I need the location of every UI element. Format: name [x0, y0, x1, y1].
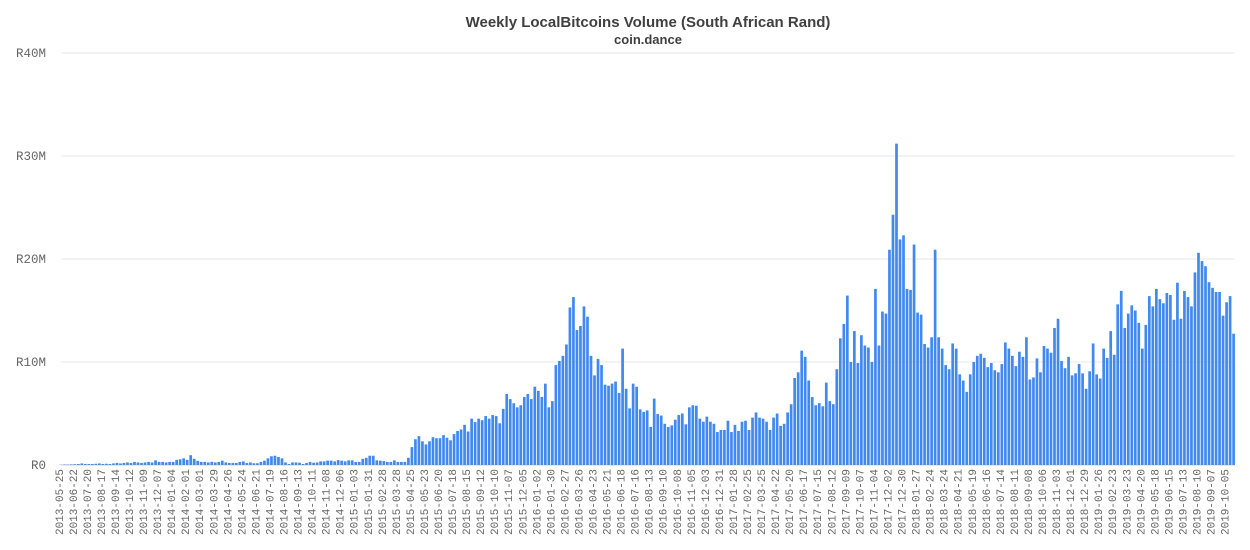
svg-text:2014-01-04: 2014-01-04	[167, 469, 179, 535]
svg-text:2019-05-18: 2019-05-18	[1150, 469, 1162, 535]
svg-text:2013-12-07: 2013-12-07	[153, 469, 165, 535]
svg-text:2019-04-20: 2019-04-20	[1136, 469, 1148, 535]
svg-text:2016-02-27: 2016-02-27	[560, 469, 572, 535]
svg-text:2014-11-08: 2014-11-08	[322, 469, 334, 535]
svg-text:2015-12-05: 2015-12-05	[518, 469, 530, 535]
svg-text:2016-07-16: 2016-07-16	[631, 469, 643, 535]
svg-text:2013-09-14: 2013-09-14	[111, 469, 123, 535]
svg-text:2018-12-01: 2018-12-01	[1066, 469, 1078, 535]
svg-text:2015-06-20: 2015-06-20	[434, 469, 446, 535]
svg-text:2017-07-15: 2017-07-15	[813, 469, 825, 535]
svg-text:2016-10-08: 2016-10-08	[673, 469, 685, 535]
svg-text:2014-06-21: 2014-06-21	[251, 469, 263, 535]
svg-text:2013-08-17: 2013-08-17	[97, 469, 109, 535]
svg-text:2018-11-03: 2018-11-03	[1052, 469, 1064, 535]
svg-text:R10M: R10M	[16, 356, 46, 370]
svg-text:2014-03-01: 2014-03-01	[195, 469, 207, 535]
svg-text:2015-02-28: 2015-02-28	[378, 469, 390, 535]
svg-text:2019-07-13: 2019-07-13	[1178, 469, 1190, 535]
svg-text:2017-12-02: 2017-12-02	[883, 469, 895, 535]
svg-text:R20M: R20M	[16, 253, 46, 267]
svg-text:2015-10-10: 2015-10-10	[490, 469, 502, 535]
svg-text:R40M: R40M	[16, 47, 46, 61]
svg-text:2015-09-12: 2015-09-12	[476, 469, 488, 535]
svg-text:2013-06-22: 2013-06-22	[69, 469, 81, 535]
svg-text:2017-02-25: 2017-02-25	[743, 469, 755, 535]
svg-text:2016-01-02: 2016-01-02	[532, 469, 544, 535]
svg-text:2018-04-21: 2018-04-21	[954, 469, 966, 535]
svg-text:2019-06-15: 2019-06-15	[1164, 469, 1176, 535]
svg-text:2018-03-24: 2018-03-24	[940, 469, 952, 535]
svg-text:2014-05-24: 2014-05-24	[237, 469, 249, 535]
svg-text:2018-10-06: 2018-10-06	[1038, 469, 1050, 535]
svg-text:2017-01-28: 2017-01-28	[729, 469, 741, 535]
svg-text:2018-12-29: 2018-12-29	[1080, 469, 1092, 535]
svg-text:2013-05-25: 2013-05-25	[55, 469, 67, 535]
svg-text:2015-03-28: 2015-03-28	[392, 469, 404, 535]
svg-text:2014-07-19: 2014-07-19	[265, 469, 277, 535]
svg-text:2016-12-03: 2016-12-03	[701, 469, 713, 535]
svg-text:2014-08-16: 2014-08-16	[280, 469, 292, 535]
svg-text:2019-01-26: 2019-01-26	[1094, 469, 1106, 535]
svg-text:2014-03-29: 2014-03-29	[209, 469, 221, 535]
svg-text:2017-09-09: 2017-09-09	[841, 469, 853, 535]
svg-text:2015-11-07: 2015-11-07	[504, 469, 516, 535]
svg-text:2013-07-20: 2013-07-20	[83, 469, 95, 535]
svg-text:2016-11-05: 2016-11-05	[687, 469, 699, 535]
svg-text:2015-01-03: 2015-01-03	[350, 469, 362, 535]
svg-text:2014-10-11: 2014-10-11	[308, 469, 320, 535]
svg-text:2016-03-26: 2016-03-26	[574, 469, 586, 535]
svg-text:2016-05-21: 2016-05-21	[603, 469, 615, 535]
svg-text:2016-06-18: 2016-06-18	[617, 469, 629, 535]
svg-text:2014-02-01: 2014-02-01	[181, 469, 193, 535]
svg-text:2018-06-16: 2018-06-16	[982, 469, 994, 535]
svg-text:Weekly LocalBitcoins Volume (S: Weekly LocalBitcoins Volume (South Afric…	[466, 14, 831, 31]
svg-text:2017-05-20: 2017-05-20	[785, 469, 797, 535]
svg-text:2016-09-10: 2016-09-10	[659, 469, 671, 535]
svg-text:2017-12-30: 2017-12-30	[898, 469, 910, 535]
svg-text:2013-10-12: 2013-10-12	[125, 469, 137, 535]
svg-text:2018-05-19: 2018-05-19	[968, 469, 980, 535]
svg-text:R0: R0	[31, 459, 46, 473]
svg-text:2016-04-23: 2016-04-23	[589, 469, 601, 535]
svg-text:2017-10-07: 2017-10-07	[855, 469, 867, 535]
svg-text:2015-05-23: 2015-05-23	[420, 469, 432, 535]
svg-text:2016-01-30: 2016-01-30	[546, 469, 558, 535]
svg-text:2014-09-13: 2014-09-13	[294, 469, 306, 535]
svg-text:2019-09-07: 2019-09-07	[1207, 469, 1219, 535]
svg-text:R30M: R30M	[16, 150, 46, 164]
svg-text:2015-08-15: 2015-08-15	[462, 469, 474, 535]
svg-text:2017-04-22: 2017-04-22	[771, 469, 783, 535]
svg-text:2014-12-06: 2014-12-06	[336, 469, 348, 535]
svg-text:2015-07-18: 2015-07-18	[448, 469, 460, 535]
svg-text:2017-08-12: 2017-08-12	[827, 469, 839, 535]
svg-text:2017-03-25: 2017-03-25	[757, 469, 769, 535]
svg-text:2016-08-13: 2016-08-13	[645, 469, 657, 535]
svg-text:2018-08-11: 2018-08-11	[1010, 469, 1022, 535]
svg-text:2019-10-05: 2019-10-05	[1221, 469, 1233, 535]
svg-text:2017-06-17: 2017-06-17	[799, 469, 811, 535]
svg-text:2015-01-31: 2015-01-31	[364, 469, 376, 535]
svg-text:2015-04-25: 2015-04-25	[406, 469, 418, 535]
svg-text:2013-11-09: 2013-11-09	[139, 469, 151, 535]
svg-text:coin.dance: coin.dance	[614, 32, 682, 47]
svg-text:2018-09-08: 2018-09-08	[1024, 469, 1036, 535]
svg-text:2019-08-10: 2019-08-10	[1192, 469, 1204, 535]
svg-text:2018-07-14: 2018-07-14	[996, 469, 1008, 535]
svg-text:2019-02-23: 2019-02-23	[1108, 469, 1120, 535]
svg-text:2014-04-26: 2014-04-26	[223, 469, 235, 535]
svg-text:2017-11-04: 2017-11-04	[869, 469, 881, 535]
svg-text:2018-01-27: 2018-01-27	[912, 469, 924, 535]
svg-text:2019-03-23: 2019-03-23	[1122, 469, 1134, 535]
svg-text:2016-12-31: 2016-12-31	[715, 469, 727, 535]
svg-text:2018-02-24: 2018-02-24	[926, 469, 938, 535]
